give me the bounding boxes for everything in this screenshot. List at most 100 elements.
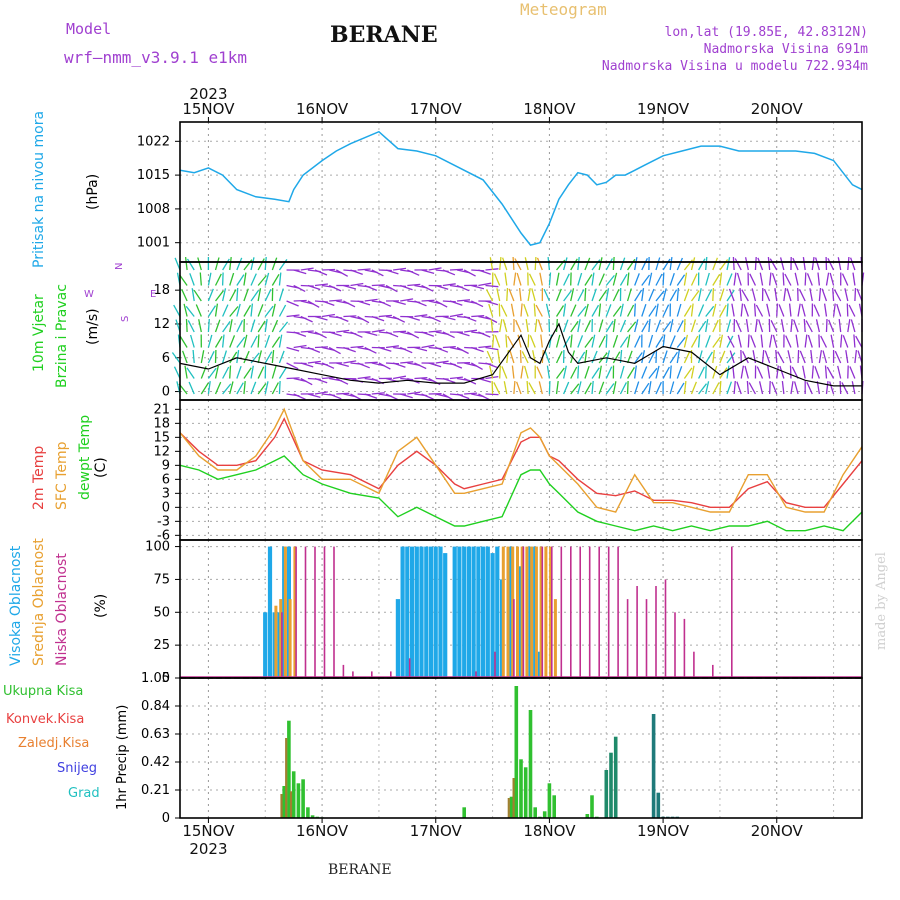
cloud-bar-2	[352, 671, 354, 678]
ytick-label-wind: 18	[153, 283, 170, 298]
wind-barb	[527, 288, 531, 302]
wind-barb	[250, 257, 255, 271]
wind-barb	[186, 258, 195, 271]
ytick-label-clouds: 50	[153, 605, 170, 620]
wind-barb	[257, 350, 263, 364]
wind-barb	[619, 336, 629, 348]
wind-barb	[293, 269, 307, 275]
wind-barb	[328, 393, 342, 400]
bottom-day-label-19NOV: 19NOV	[637, 822, 690, 840]
wind-barb	[257, 383, 267, 395]
wind-barb	[343, 360, 357, 364]
wind-barb	[612, 289, 620, 302]
wind-barb	[385, 331, 399, 338]
wind-barb	[570, 320, 579, 333]
product-title: Meteogram	[520, 0, 607, 19]
wind-barb	[577, 319, 581, 333]
wind-barb	[414, 362, 427, 370]
wind-barb	[655, 290, 665, 302]
wind-barb	[336, 377, 349, 385]
footer-station: BERANE	[328, 862, 392, 878]
wind-barb	[179, 274, 188, 286]
wind-barb	[512, 256, 515, 271]
wind-barb	[515, 381, 522, 395]
wind-barb	[515, 319, 522, 333]
wind-barb	[250, 335, 258, 348]
wind-barb	[392, 362, 406, 368]
wind-barb	[328, 346, 341, 355]
wind-barb	[534, 256, 537, 271]
wind-barb	[513, 272, 517, 286]
cloud-bar-1	[544, 546, 548, 678]
wind-barb	[257, 275, 267, 286]
wind-barb	[726, 352, 736, 364]
wind-barb	[605, 274, 615, 286]
wind-barb	[676, 366, 683, 379]
cloud-bar-2	[371, 671, 373, 678]
wind-barb	[844, 288, 849, 302]
cloud-bar-2	[664, 579, 667, 678]
wind-barb	[626, 288, 632, 302]
wind-barb	[824, 365, 828, 379]
wind-barb	[278, 367, 287, 379]
wind-barb	[662, 366, 670, 379]
wind-barb	[697, 334, 701, 348]
cloud-bar-2	[304, 546, 307, 678]
wind-barb	[236, 320, 244, 333]
wind-barb	[847, 256, 850, 271]
wind-barb	[510, 303, 515, 317]
wind-barb	[648, 351, 656, 364]
wind-barb	[519, 349, 522, 364]
compass-south: S	[120, 316, 131, 322]
wind-barb	[314, 377, 328, 384]
wind-barb	[825, 272, 830, 286]
wind-barb	[207, 288, 214, 302]
wind-barb	[548, 272, 552, 286]
wind-barb	[293, 284, 306, 292]
wind-barb	[836, 303, 842, 317]
wind-barb	[626, 304, 635, 317]
cloud-bar-0	[267, 546, 273, 678]
wind-barb	[293, 362, 307, 365]
cloud-bar-1	[553, 599, 557, 678]
wind-barb	[229, 319, 233, 333]
wind-barb	[534, 319, 538, 333]
wind-barb	[314, 315, 328, 321]
wind-barb	[584, 365, 590, 379]
wind-barb	[516, 272, 522, 286]
temp-ylabel-2m: 2m Temp	[31, 446, 47, 510]
wind-barb	[676, 350, 680, 364]
wind-barb	[641, 350, 646, 364]
ytick-label-precipitation: 0.84	[141, 699, 170, 714]
wind-barb	[463, 269, 476, 277]
cloud-bar-0	[405, 546, 410, 678]
wind-barb	[683, 367, 693, 379]
wind-barb	[584, 287, 587, 302]
wind-barb	[805, 320, 813, 333]
wind-barb	[837, 257, 842, 271]
wind-barb	[499, 365, 501, 379]
wind-barb	[514, 258, 522, 271]
wind-barb	[449, 300, 463, 306]
cloud-bar-0	[395, 599, 400, 678]
wind-barb	[754, 256, 757, 271]
compass-east: E	[150, 289, 156, 300]
wind-barb	[774, 288, 778, 302]
wind-barb	[193, 289, 202, 302]
cloud-bar-2	[636, 586, 638, 678]
wind-barb	[775, 349, 778, 364]
wind-barb	[364, 284, 378, 292]
cloud-ylabel-mid: Srednja Oblacnost	[31, 538, 47, 666]
wind-barb	[463, 315, 477, 322]
wind-barb	[806, 273, 813, 286]
wind-barb	[189, 334, 195, 348]
precip-bar-0	[310, 815, 315, 818]
cloud-bar-1	[539, 546, 543, 678]
cloud-bar-2	[541, 546, 544, 678]
wind-barb	[619, 319, 627, 333]
wind-barb	[641, 288, 645, 302]
wind-barb	[350, 269, 363, 276]
wind-barb	[584, 350, 588, 364]
wind-barb	[655, 303, 659, 317]
wind-barb	[364, 346, 377, 354]
